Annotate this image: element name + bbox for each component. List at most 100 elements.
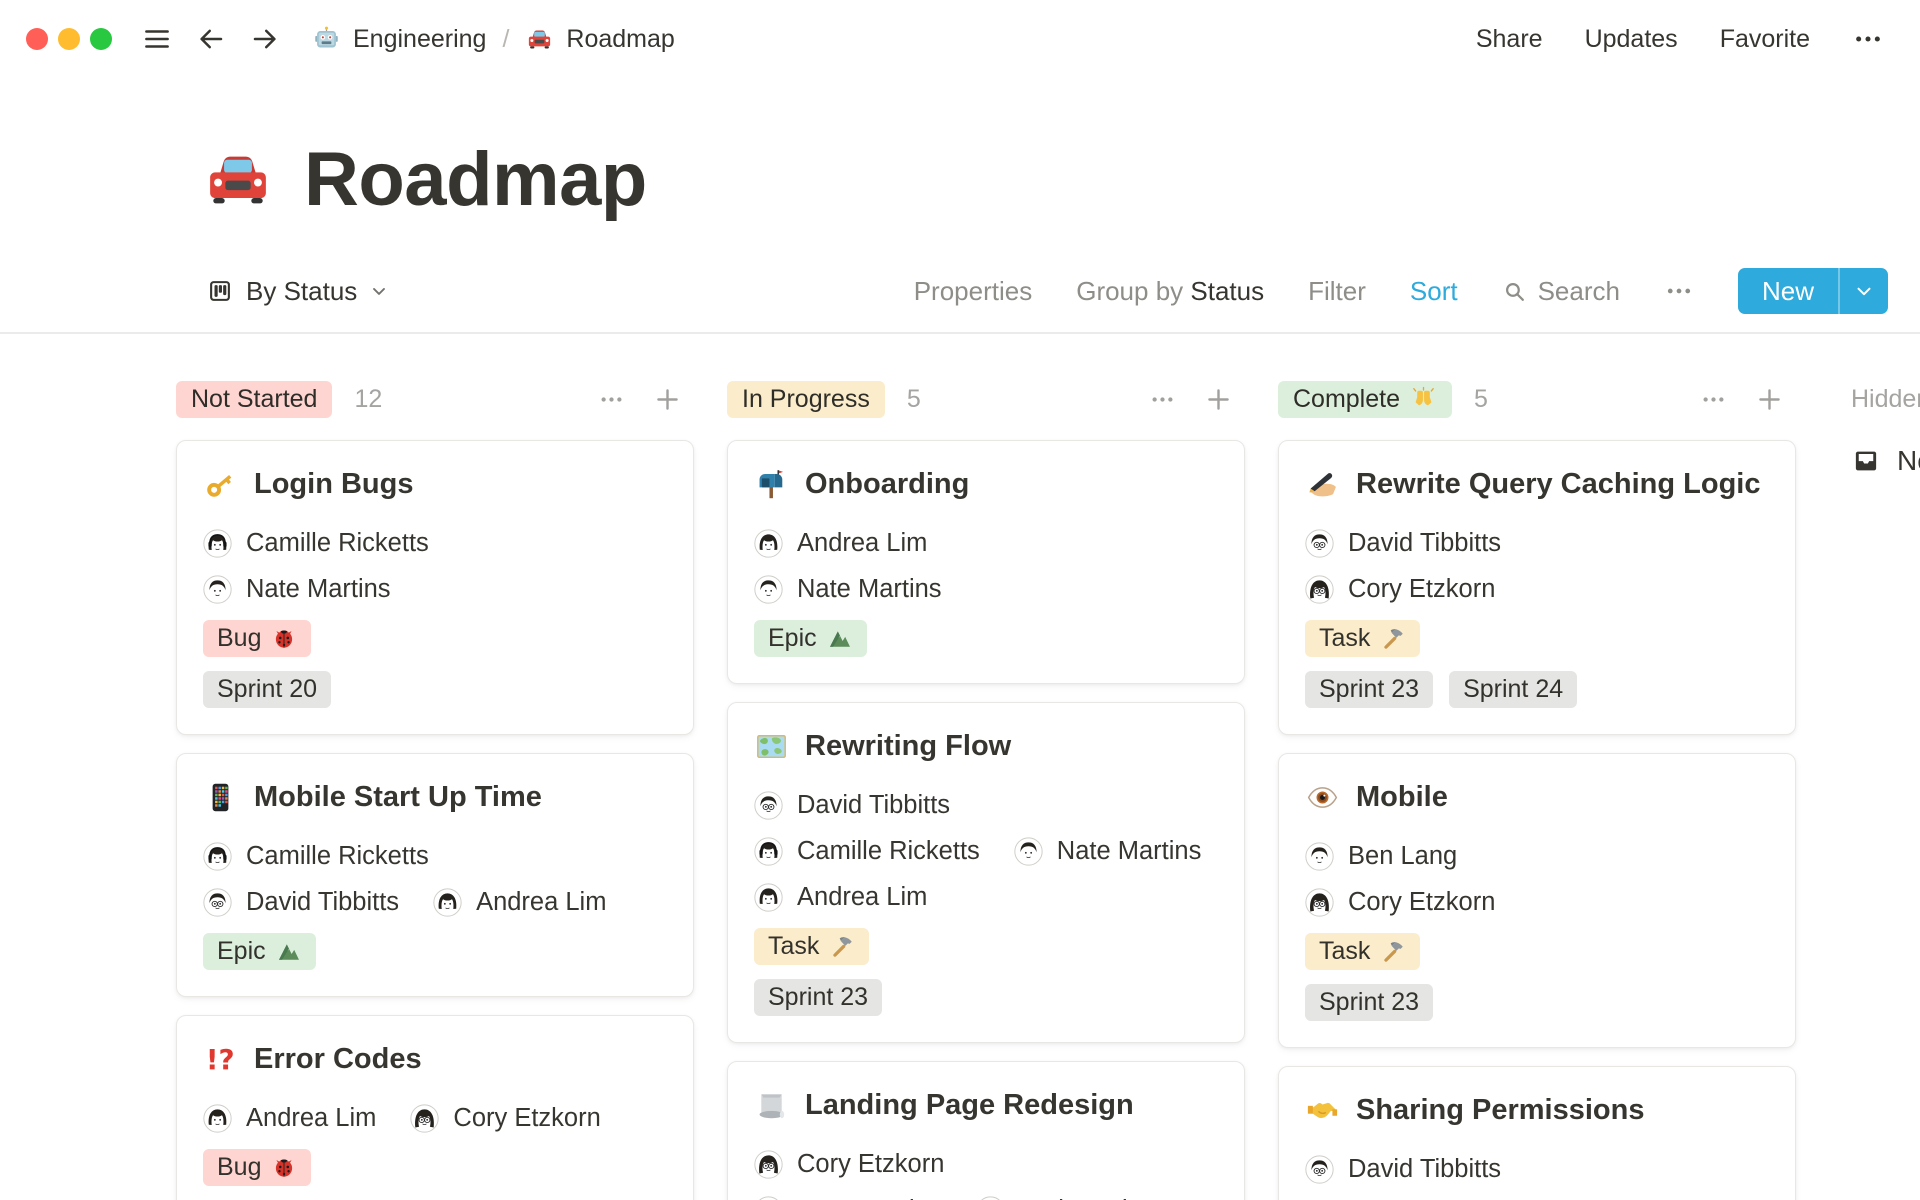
card-mobile-start-up-time[interactable]: Mobile Start Up Time Camille Ricketts Davi… [176, 753, 694, 997]
person-name: Nate Martins [797, 1196, 942, 1200]
person-row: Nate Martins [754, 574, 1218, 604]
person-andrea-lim: Andrea Lim [433, 888, 606, 917]
card-title-text: Mobile [1356, 781, 1448, 813]
page-header: Roadmap [0, 142, 1920, 218]
person-row: Nate Martins [203, 574, 667, 604]
search-button[interactable]: Search [1502, 276, 1620, 307]
card-title: !? Error Codes [203, 1042, 667, 1077]
view-switcher-by-status[interactable]: By Status [198, 272, 397, 311]
column-count: 5 [906, 384, 921, 413]
hidden-groups-label: Hidden [1851, 384, 1920, 413]
robot-icon [312, 25, 341, 54]
tag-sprint-20: Sprint 20 [203, 671, 332, 708]
person-name: Cory Etzkorn [1348, 887, 1496, 916]
person-camille-ricketts: Camille Ricketts [203, 842, 429, 871]
card-title: Sharing Permissions [1305, 1093, 1769, 1128]
column-add-card-button[interactable] [1204, 385, 1233, 414]
avatar-andrea [976, 1195, 1005, 1200]
card-landing-page-redesign[interactable]: Landing Page Redesign Cory Etzkorn Nate Ma… [727, 1061, 1245, 1200]
zoom-button[interactable] [90, 28, 112, 50]
person-ben-lang: Ben Lang [1305, 842, 1457, 871]
card-rewriting-flow[interactable]: Rewriting Flow David Tibbitts Camille Rick… [727, 702, 1245, 1043]
card-onboarding[interactable]: Onboarding Andrea Lim Nate Martins Epic [727, 440, 1245, 684]
hamburger-menu-button[interactable] [142, 24, 172, 54]
person-cory-etzkorn: Cory Etzkorn [410, 1104, 601, 1133]
card-rewrite-query-caching-logic[interactable]: Rewrite Query Caching Logic David Tibbitt… [1278, 440, 1796, 735]
column-header: In Progress 5 [727, 380, 1245, 418]
person-david-tibbitts: David Tibbitts [203, 888, 399, 917]
group-by-prefix: Group by [1076, 275, 1184, 306]
avatar-nate [754, 574, 783, 604]
column-in-progress: In Progress 5 Onboarding Andrea Lim Nate Mar… [727, 380, 1245, 1200]
avatar-nate [754, 1195, 783, 1200]
column-count: 12 [354, 384, 383, 413]
breadcrumb-label: Engineering [353, 24, 487, 53]
page-icon-car[interactable] [200, 142, 276, 218]
person-row: David Tibbitts Andrea Lim [203, 887, 667, 917]
filter-button[interactable]: Filter [1308, 275, 1366, 306]
properties-button[interactable]: Properties [913, 275, 1033, 306]
tag-label: Sprint 23 [1319, 988, 1420, 1016]
person-name: Nate Martins [1056, 836, 1202, 865]
card-title: Mobile [1305, 780, 1769, 815]
tag-sprint-23: Sprint 23 [1305, 671, 1434, 708]
hammer-icon [1380, 626, 1406, 652]
column-status-badge: Not Started [176, 380, 333, 418]
card-title: Rewriting Flow [754, 729, 1218, 764]
person-row: Andrea Lim [754, 882, 1218, 912]
breadcrumb-item-engineering[interactable]: Engineering [306, 21, 492, 58]
card-title-text: Rewrite Query Caching Logic [1356, 468, 1761, 500]
group-by-button[interactable]: Group by Status [1076, 276, 1264, 307]
tag-row: Bug [203, 1149, 667, 1186]
person-row: Nate Martins Andrea Lim [754, 1195, 1218, 1200]
person-row: Camille Ricketts [203, 528, 667, 558]
column-not-started: Not Started 12 Login Bugs Camille Ricketts N… [176, 380, 694, 1200]
avatar-andrea [203, 1103, 232, 1133]
eye-icon [1305, 780, 1340, 815]
chevron-down-icon [369, 281, 389, 301]
tag-row: Epic [754, 620, 1218, 657]
new-dropdown-button[interactable] [1840, 268, 1888, 314]
breadcrumb-item-roadmap[interactable]: Roadmap [519, 21, 680, 58]
person-row: Camille Ricketts Nate Martins [754, 836, 1218, 866]
card-title-text: Onboarding [805, 468, 970, 500]
hammer-icon [829, 934, 855, 960]
forward-button[interactable] [250, 24, 280, 54]
raising-hands-icon [1410, 386, 1437, 413]
person-name: Nate Martins [246, 574, 391, 603]
phone-icon [203, 780, 238, 815]
handshake-icon [1305, 1093, 1340, 1128]
more-options-button[interactable] [1852, 23, 1884, 55]
minimize-button[interactable] [58, 28, 80, 50]
column-add-card-button[interactable] [1755, 385, 1784, 414]
card-mobile[interactable]: Mobile Ben Lang Cory Etzkorn Task Sprint 23 [1278, 753, 1796, 1048]
view-label: By Status [246, 275, 358, 306]
tag-row: Task [1305, 620, 1769, 657]
breadcrumb-label: Roadmap [566, 24, 675, 53]
tag-label: Sprint 20 [217, 675, 318, 703]
person-row: David Tibbitts [1305, 1154, 1769, 1184]
hidden-group-no-status[interactable]: No Status [1829, 444, 1920, 478]
column-more-button[interactable] [1149, 386, 1176, 413]
avatar-camille [203, 528, 232, 558]
new-button[interactable]: New [1738, 268, 1838, 314]
column-add-card-button[interactable] [653, 385, 682, 414]
person-name: Andrea Lim [246, 1103, 377, 1132]
card-login-bugs[interactable]: Login Bugs Camille Ricketts Nate Martins Bu… [176, 440, 694, 735]
updates-button[interactable]: Updates [1584, 24, 1678, 53]
view-options-button[interactable] [1664, 276, 1694, 306]
close-button[interactable] [26, 28, 48, 50]
person-david-tibbitts: David Tibbitts [754, 791, 950, 820]
sort-button[interactable]: Sort [1409, 275, 1458, 306]
person-row: David Tibbitts [754, 790, 1218, 820]
person-david-tibbitts: David Tibbitts [1305, 529, 1501, 558]
person-name: Andrea Lim [797, 528, 928, 557]
column-more-button[interactable] [1700, 386, 1727, 413]
favorite-button[interactable]: Favorite [1719, 24, 1810, 53]
column-more-button[interactable] [598, 386, 625, 413]
back-button[interactable] [196, 24, 226, 54]
column-status-label: Complete [1293, 384, 1400, 413]
share-button[interactable]: Share [1475, 24, 1543, 53]
